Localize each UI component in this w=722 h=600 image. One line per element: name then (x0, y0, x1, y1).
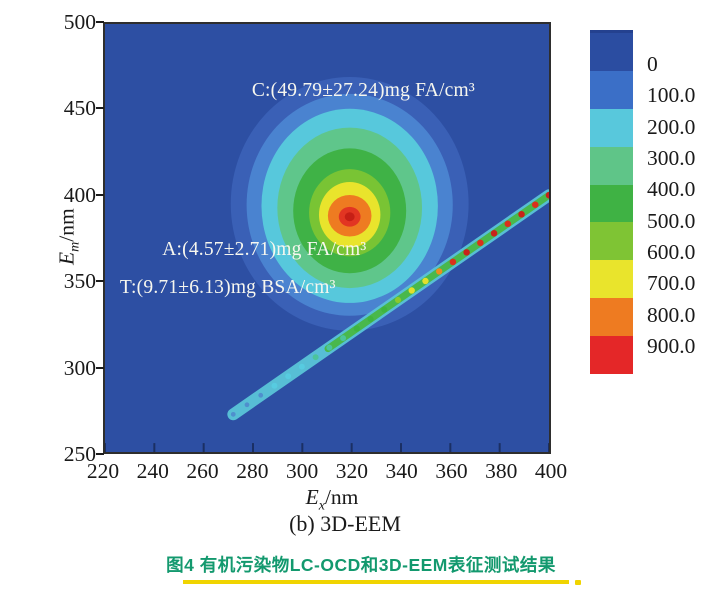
x-tick-label: 360 (435, 459, 468, 483)
colorbar-segment (590, 260, 633, 299)
y-axis-variable: E (54, 251, 79, 266)
colorbar-label: 500.0 (647, 208, 696, 233)
peak-annotation-C: C:(49.79±27.24)mg FA/cm³ (251, 80, 475, 102)
x-tick-label: 300 (285, 459, 319, 483)
y-axis-subscript: m (67, 241, 83, 252)
colorbar-label: 400.0 (647, 177, 696, 202)
y-tick-mark (96, 107, 104, 110)
colorbar-segment (590, 108, 633, 147)
x-tick-label: 240 (136, 459, 169, 483)
y-tick-label: 500 (63, 10, 96, 34)
peak-annotation-A: A:(4.57±2.71)mg FA/cm³ (162, 239, 367, 261)
colorbar (590, 30, 633, 375)
y-tick-mark (96, 453, 104, 455)
y-tick-label: 300 (63, 355, 96, 380)
y-tick-mark (96, 366, 104, 369)
colorbar-segment (590, 184, 633, 223)
x-tick-label: 400 (534, 459, 568, 483)
y-axis-unit: /nm (54, 208, 79, 242)
eem-contour-canvas (105, 24, 549, 452)
x-axis-unit: /nm (324, 485, 359, 509)
y-tick-label: 450 (63, 96, 96, 121)
y-tick-label: 350 (63, 269, 96, 294)
colorbar-label: 800.0 (647, 302, 696, 327)
main-peak-blob (230, 77, 469, 331)
y-tick-mark (96, 21, 104, 23)
x-tick-label: 380 (485, 459, 518, 483)
colorbar-label: 700.0 (647, 271, 696, 296)
colorbar-label: 100.0 (647, 83, 696, 108)
y-tick-label: 400 (63, 182, 96, 207)
colorbar-segment (590, 298, 633, 337)
caption-underline (183, 580, 569, 584)
x-tick-label: 280 (236, 459, 269, 483)
colorbar-segment (590, 336, 633, 375)
peak-annotation-T: T:(9.71±6.13)mg BSA/cm³ (119, 277, 336, 299)
x-tick-label: 220 (86, 459, 120, 483)
y-tick-mark (96, 280, 104, 283)
figure-caption: 图4 有机污染物LC-OCD和3D-EEM表征测试结果 (166, 555, 556, 575)
colorbar-label: 900.0 (647, 334, 696, 359)
colorbar-segment (590, 222, 633, 261)
x-tick-label: 340 (385, 459, 418, 483)
colorbar-label: 600.0 (647, 240, 696, 265)
colorbar-segment (590, 33, 633, 71)
rayleigh-scatter-line (227, 189, 549, 421)
eem-plot-area: C:(49.79±27.24)mg FA/cm³ A:(4.57±2.71)mg … (103, 22, 551, 454)
y-tick-mark (96, 193, 104, 196)
x-tick-label: 320 (335, 459, 368, 483)
colorbar-segment (590, 146, 633, 185)
x-axis-variable: E (305, 485, 319, 509)
colorbar-segment (590, 70, 633, 109)
x-axis-subscript: x (318, 498, 325, 514)
colorbar-label: 0 (647, 52, 658, 76)
colorbar-label: 300.0 (647, 146, 696, 171)
y-tick-label: 250 (63, 442, 96, 466)
caption-underline-dot (575, 580, 581, 585)
x-axis-title: Ex/nm (272, 485, 392, 514)
x-tick-label: 260 (186, 459, 219, 483)
panel-caption: (b) 3D-EEM (289, 511, 401, 536)
colorbar-label: 200.0 (647, 114, 696, 139)
